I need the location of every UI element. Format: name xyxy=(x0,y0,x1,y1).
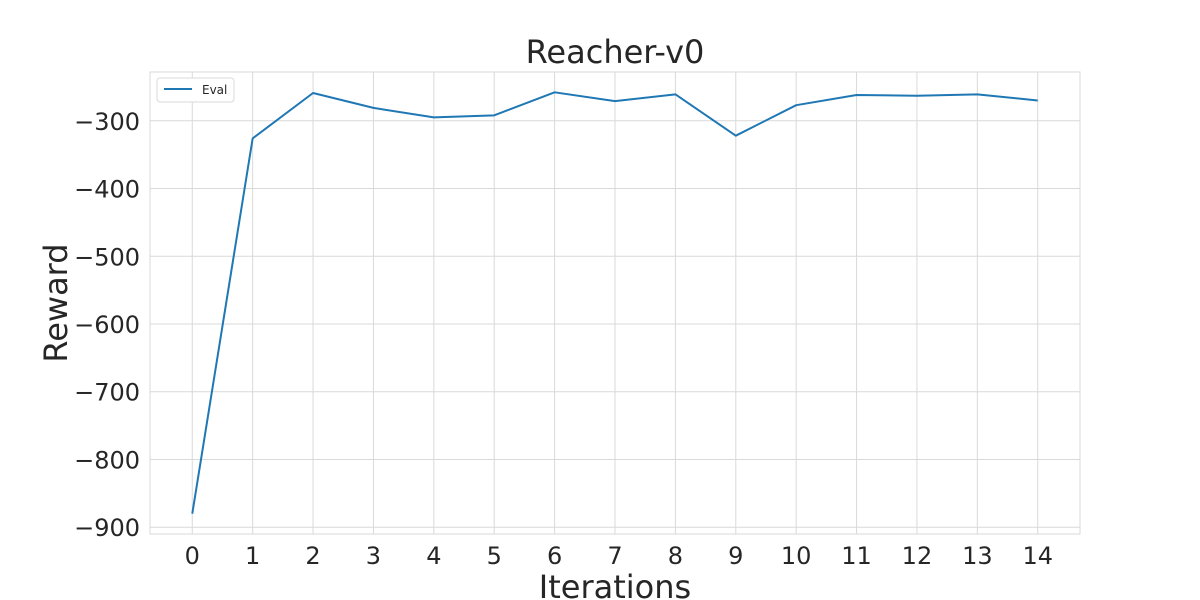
y-tick-labels: −900 −800 −700 −600 −500 −400 −300 xyxy=(74,108,140,542)
y-tick-label: −800 xyxy=(74,446,140,474)
x-tick-label: 13 xyxy=(962,542,993,570)
x-tick-label: 2 xyxy=(305,542,320,570)
y-tick-label: −300 xyxy=(74,108,140,136)
data-point xyxy=(433,116,435,118)
data-point xyxy=(493,114,495,116)
x-tick-label: 4 xyxy=(426,542,441,570)
x-tick-label: 10 xyxy=(781,542,812,570)
y-tick-label: −500 xyxy=(74,243,140,271)
data-point xyxy=(312,92,314,94)
data-point xyxy=(252,137,254,139)
data-point xyxy=(554,91,556,93)
x-tick-labels: 0 1 2 3 4 5 6 7 8 9 10 11 12 13 14 xyxy=(185,542,1053,570)
x-tick-label: 12 xyxy=(902,542,933,570)
x-tick-label: 14 xyxy=(1022,542,1053,570)
x-tick-label: 3 xyxy=(366,542,381,570)
x-tick-label: 7 xyxy=(607,542,622,570)
x-tick-label: 1 xyxy=(245,542,260,570)
y-tick-label: −700 xyxy=(74,379,140,407)
data-point xyxy=(795,104,797,106)
x-tick-label: 0 xyxy=(185,542,200,570)
data-point xyxy=(674,93,676,95)
data-point xyxy=(916,95,918,97)
x-tick-label: 8 xyxy=(668,542,683,570)
grid-lines xyxy=(150,72,1080,534)
x-tick-label: 9 xyxy=(728,542,743,570)
x-tick-label: 11 xyxy=(841,542,872,570)
data-point xyxy=(735,135,737,137)
y-tick-label: −400 xyxy=(74,176,140,204)
legend-label-eval: Eval xyxy=(202,83,227,97)
series-layer xyxy=(191,91,1038,514)
x-tick-label: 5 xyxy=(487,542,502,570)
x-axis-title: Iterations xyxy=(539,568,691,600)
data-point xyxy=(614,100,616,102)
data-point xyxy=(1037,99,1039,101)
data-point xyxy=(976,93,978,95)
data-point xyxy=(856,94,858,96)
x-tick-label: 6 xyxy=(547,542,562,570)
data-point xyxy=(372,107,374,109)
y-axis-title: Reward xyxy=(37,243,75,362)
y-tick-label: −600 xyxy=(74,311,140,339)
y-tick-label: −900 xyxy=(74,514,140,542)
legend: Eval xyxy=(156,77,235,103)
chart-title: Reacher-v0 xyxy=(526,33,705,71)
legend-box xyxy=(156,77,235,103)
data-point xyxy=(191,513,193,515)
series-line-eval xyxy=(191,91,1038,514)
